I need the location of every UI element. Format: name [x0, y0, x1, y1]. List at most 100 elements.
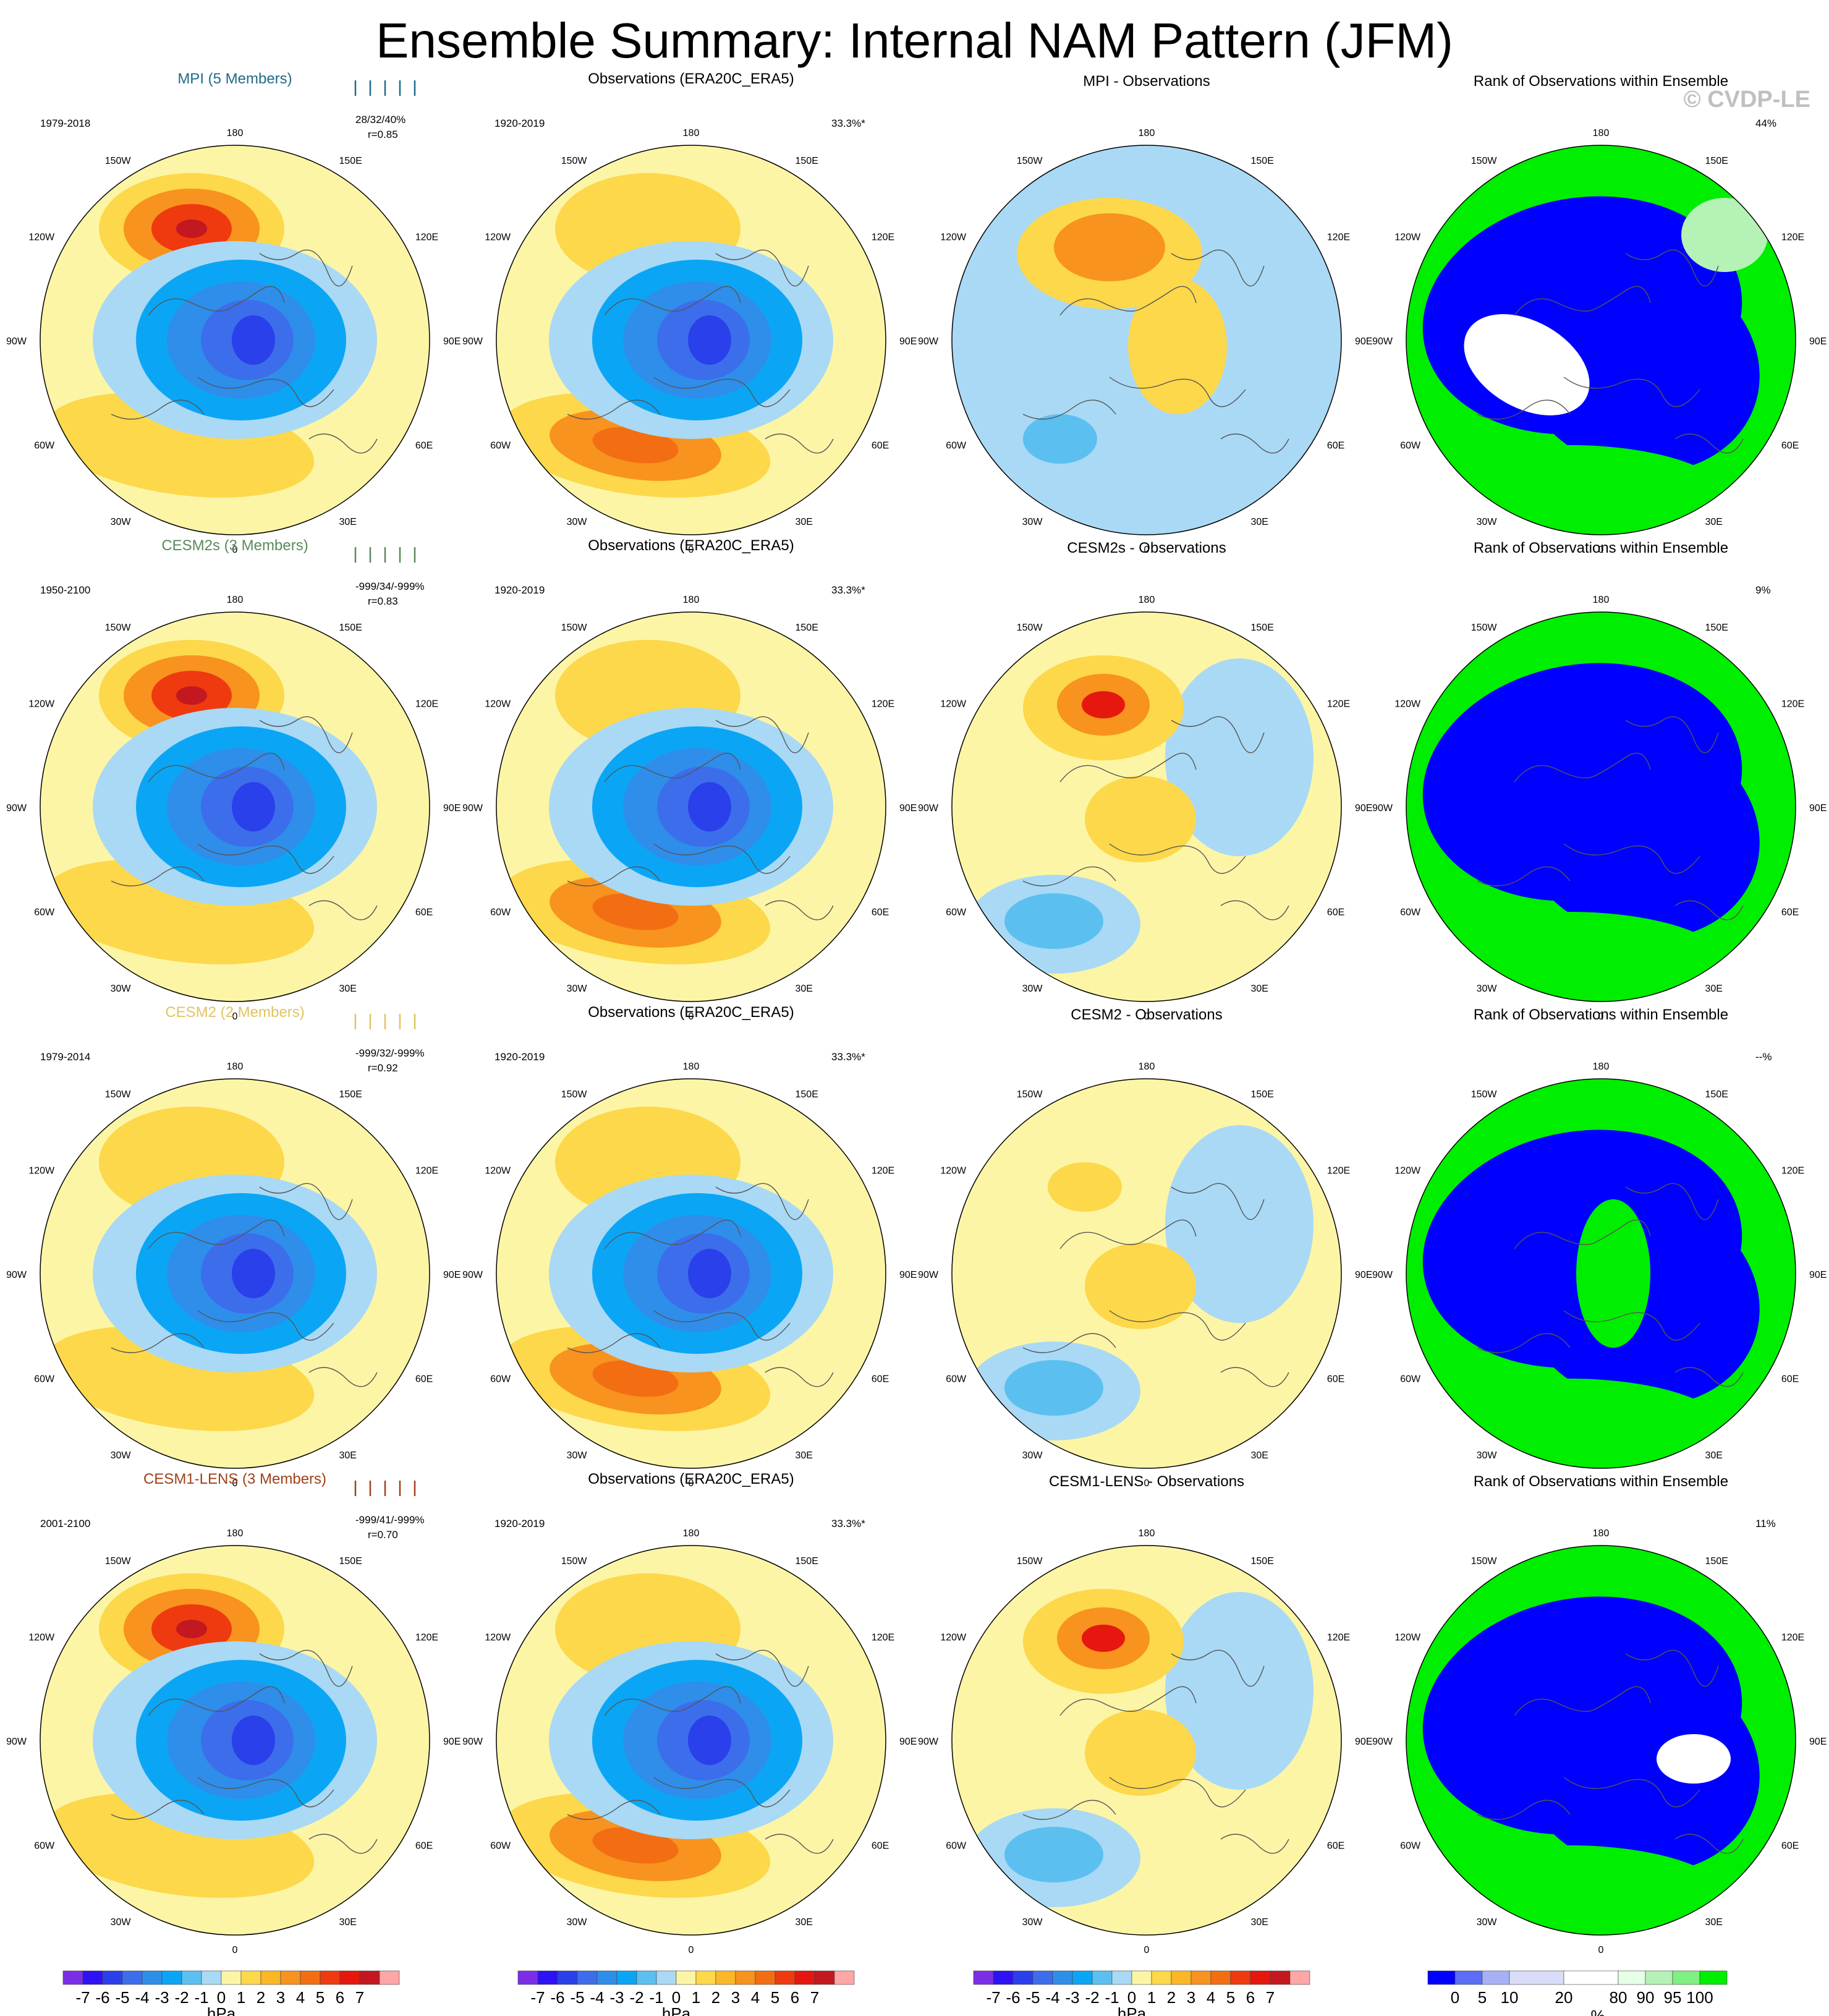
longitude-label: 120E	[415, 699, 438, 710]
colorbar-swatch	[1509, 1970, 1564, 1985]
model-title: MPI (5 Members)	[177, 70, 292, 87]
coastline	[1109, 376, 1246, 407]
panel-obs-row1: 180 150E 120E 90E 60E 30E 0 30W 60W 90W 120W 150W	[462, 128, 917, 555]
arctic-low	[688, 1716, 731, 1765]
colorbar-swatch	[379, 1970, 400, 1985]
longitude-label: 30E	[796, 984, 813, 994]
longitude-label: 30E	[1251, 984, 1268, 994]
longitude-label: 90W	[1372, 1270, 1393, 1280]
coastline	[604, 752, 741, 783]
longitude-label: 60W	[946, 441, 967, 451]
obs-title: Observations (ERA20C_ERA5)	[588, 70, 794, 87]
colorbar-tick-label: 4	[1207, 1988, 1215, 2007]
longitude-label: 60W	[1400, 441, 1421, 451]
coastline	[197, 1777, 334, 1808]
colorbar-swatch	[993, 1970, 1014, 1985]
longitude-label: 60W	[946, 908, 967, 918]
colorbar-swatch	[122, 1970, 143, 1985]
panel-obs-row4: 180 150E 120E 90E 60E 30E 0 30W 60W 90W 120W 150W	[462, 1528, 917, 1955]
model-title: CESM2s (3 Members)	[161, 537, 308, 554]
longitude-label: 120E	[1327, 232, 1350, 243]
longitude-label: 0	[689, 545, 694, 555]
positive-anomaly	[1082, 691, 1125, 718]
arctic-low	[232, 1249, 275, 1298]
colorbar-tick-label: 2	[257, 1988, 265, 2007]
longitude-label: 120E	[1781, 232, 1804, 243]
map-outline	[1406, 1545, 1796, 1936]
longitude-label: 120E	[1327, 1633, 1350, 1643]
colorbar-tick-label: 0	[1451, 1988, 1459, 2007]
longitude-label: 150E	[796, 1556, 818, 1567]
colorbar-swatch	[1111, 1970, 1132, 1985]
figure-title: Ensemble Summary: Internal NAM Pattern (…	[376, 13, 1453, 68]
longitude-label: 150W	[105, 1556, 132, 1567]
longitude-label: 30W	[1022, 1917, 1043, 1928]
longitude-label: 60W	[946, 1374, 967, 1385]
colorbar-tick-label: 4	[296, 1988, 305, 2007]
longitude-label: 90W	[6, 803, 27, 814]
panel-rank-row4: 180 150E 120E 90E 60E 30E 0 30W 60W 90W 120W 150W	[1372, 1528, 1827, 1955]
colorbar-swatch	[676, 1970, 697, 1985]
rank-percent: 9%	[1755, 584, 1771, 596]
longitude-label: 60E	[415, 441, 433, 451]
longitude-label: 60W	[34, 1841, 55, 1852]
longitude-label: 120W	[485, 232, 511, 243]
colorbar-swatch	[735, 1970, 756, 1985]
obs-years: 1920-2019	[494, 117, 545, 129]
coastline	[653, 1310, 791, 1341]
longitude-label: 150E	[1251, 156, 1274, 166]
longitude-label: 90E	[1809, 1737, 1827, 1747]
colorbar-tick-label: -3	[1065, 1988, 1079, 2007]
arctic-low	[232, 782, 275, 831]
longitude-label: 120W	[28, 1166, 55, 1176]
coastline	[1220, 1367, 1289, 1387]
longitude-label: 30E	[339, 1917, 357, 1928]
coastline	[1477, 866, 1571, 887]
colorbar-tick-label: 90	[1637, 1988, 1655, 2007]
coastline	[111, 399, 205, 420]
longitude-label: 30E	[1251, 517, 1268, 527]
coastline	[259, 1183, 353, 1220]
longitude-label: 120W	[28, 699, 55, 710]
coastline	[715, 716, 809, 754]
longitude-label: 60W	[34, 441, 55, 451]
longitude-label: 30E	[1705, 517, 1723, 527]
longitude-label: 0	[232, 1478, 238, 1489]
longitude-label: 30W	[1477, 984, 1498, 994]
colorbar-tick-label: 6	[791, 1988, 799, 2007]
panel-diff-row1: 180 150E 120E 90E 60E 30E 0 30W 60W 90W 120W 150W	[918, 128, 1372, 555]
arctic-low	[688, 315, 731, 365]
map-outline	[1406, 611, 1796, 1002]
positive-anomaly	[1054, 213, 1165, 281]
colorbar-tick-label: 100	[1686, 1988, 1713, 2007]
longitude-label: 90E	[1355, 803, 1372, 814]
longitude-label: 90W	[6, 1270, 27, 1280]
longitude-label: 60E	[1781, 908, 1799, 918]
longitude-label: 90W	[1372, 803, 1393, 814]
longitude-label: 60W	[946, 1841, 967, 1852]
rank-blue-region	[1516, 1657, 1760, 1873]
map-outline	[40, 145, 430, 535]
coastline	[653, 843, 791, 874]
colorbar-swatch	[1289, 1970, 1310, 1985]
arctic-low	[688, 782, 731, 831]
longitude-label: 150W	[105, 1089, 132, 1100]
longitude-label: 180	[227, 1528, 244, 1539]
rank-percent: --%	[1755, 1051, 1772, 1063]
positive-anomaly	[1085, 776, 1196, 862]
coastline	[1171, 1649, 1265, 1687]
longitude-label: 150E	[1705, 156, 1728, 166]
longitude-label: 0	[1598, 1945, 1604, 1955]
longitude-label: 30W	[567, 517, 588, 527]
colorbar-swatch	[221, 1970, 242, 1985]
model-stats: -999/32/-999%	[355, 1047, 425, 1059]
coastline	[148, 1686, 285, 1716]
longitude-label: 30W	[1022, 984, 1043, 994]
panel-model-row3: 180 150E 120E 90E 60E 30E 0 30W 60W 90W 120W 150W	[6, 1061, 460, 1489]
coastline	[1674, 1367, 1744, 1387]
panel-model-row1: 180 150E 120E 90E 60E 30E 0 30W 60W 90W 120W 150W	[6, 128, 460, 555]
coastline	[1514, 752, 1651, 783]
longitude-label: 180	[227, 1061, 244, 1072]
longitude-label: 120W	[1394, 1166, 1421, 1176]
colorbar-tick-label: 6	[1246, 1988, 1255, 2007]
